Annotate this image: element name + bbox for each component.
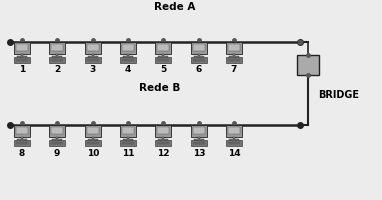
Bar [155,57,171,63]
Bar [229,56,239,57]
Bar [193,127,205,134]
Bar [226,42,242,54]
Bar [52,139,62,140]
Text: 4: 4 [125,66,131,74]
Text: 8: 8 [19,148,25,158]
Bar [16,44,28,51]
Bar [155,140,171,146]
Bar [85,125,101,137]
Bar [14,57,30,63]
Bar [126,137,129,139]
Bar [226,57,242,63]
Bar [88,56,98,57]
Text: 13: 13 [193,148,205,158]
Bar [226,140,242,146]
Bar [191,140,207,146]
Bar [191,125,207,137]
Bar [158,139,168,140]
Text: 9: 9 [54,148,60,158]
Bar [92,54,94,56]
Text: 11: 11 [122,148,134,158]
Text: 7: 7 [231,66,237,74]
Bar [21,54,23,56]
Bar [297,55,319,75]
Bar [123,139,133,140]
Bar [17,139,27,140]
Text: 14: 14 [228,148,240,158]
Bar [14,140,30,146]
Bar [197,54,201,56]
Bar [120,125,136,137]
Bar [49,140,65,146]
Bar [55,54,58,56]
Bar [87,127,99,134]
Bar [120,57,136,63]
Bar [126,54,129,56]
Bar [193,44,205,51]
Bar [51,44,63,51]
Bar [51,127,63,134]
Bar [120,140,136,146]
Text: 1: 1 [19,66,25,74]
Bar [191,57,207,63]
Text: 2: 2 [54,66,60,74]
Bar [14,42,30,54]
Bar [122,127,134,134]
Bar [191,42,207,54]
Bar [155,42,171,54]
Bar [158,56,168,57]
Bar [92,137,94,139]
Bar [226,125,242,137]
Text: 3: 3 [90,66,96,74]
Bar [157,44,169,51]
Bar [16,127,28,134]
Text: Rede A: Rede A [154,2,196,12]
Bar [228,44,240,51]
Bar [49,57,65,63]
Bar [157,127,169,134]
Text: Rede B: Rede B [139,83,181,93]
Bar [228,127,240,134]
Bar [49,125,65,137]
Bar [85,140,101,146]
Bar [21,137,23,139]
Bar [17,56,27,57]
Bar [197,137,201,139]
Bar [55,137,58,139]
Bar [49,42,65,54]
Bar [14,125,30,137]
Bar [85,57,101,63]
Bar [229,139,239,140]
Bar [52,56,62,57]
Bar [120,42,136,54]
Bar [233,137,235,139]
Bar [194,56,204,57]
Bar [88,139,98,140]
Text: 10: 10 [87,148,99,158]
Bar [194,139,204,140]
Bar [155,125,171,137]
Bar [233,54,235,56]
Text: 6: 6 [196,66,202,74]
Bar [85,42,101,54]
Text: 12: 12 [157,148,169,158]
Text: BRIDGE: BRIDGE [318,90,359,100]
Bar [122,44,134,51]
Bar [123,56,133,57]
Bar [162,54,164,56]
Bar [162,137,164,139]
Bar [87,44,99,51]
Text: 5: 5 [160,66,166,74]
